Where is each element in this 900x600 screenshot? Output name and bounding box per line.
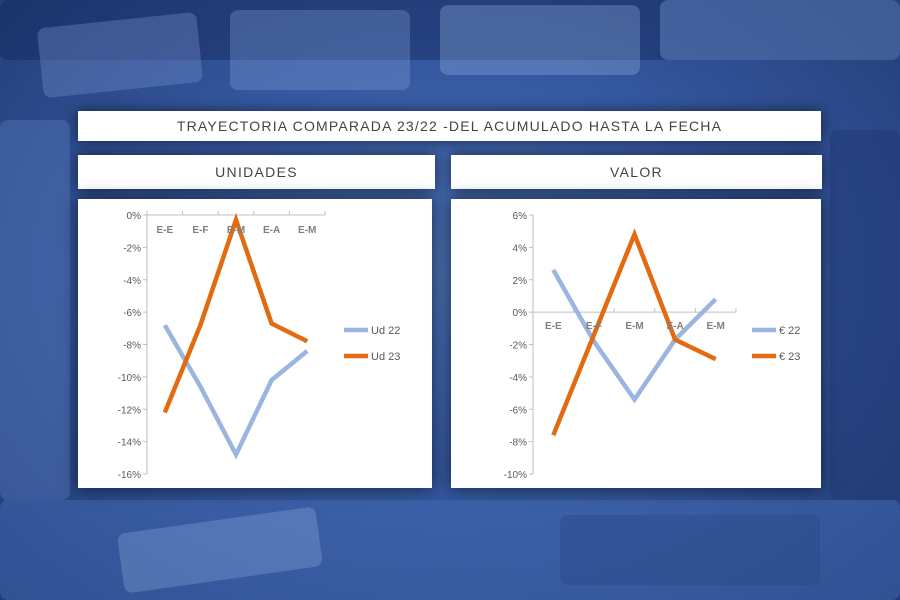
x-tick-label: E-M [625,321,643,332]
x-tick-label: E-F [192,225,208,236]
x-tick-label: E-M [227,225,245,236]
y-tick-label: -14% [118,438,141,449]
chart-valor: 6% 4% 2% 0% -2% -4% -6% -8% -10% E-E E-F E-M E-A E-M €… [504,211,801,481]
y-tick-label: 4% [513,243,528,254]
series-line-23 [162,212,309,414]
y-tick-label: -12% [118,405,141,416]
chart-header-valor: VALOR [451,155,822,189]
y-tick-label: -4% [509,373,527,384]
y-tick-label: 6% [513,211,528,222]
x-tick-label: E-E [156,225,173,236]
chart-panel-valor: 6% 4% 2% 0% -2% -4% -6% -8% -10% E-E E-F E-M E-A E-M €… [451,199,821,488]
page-title: TRAYECTORIA COMPARADA 23/22 -DEL ACUMULA… [78,111,821,141]
x-tick-label: E-E [545,321,562,332]
x-tick-label: E-M [298,225,316,236]
y-tick-label: -4% [123,276,141,287]
chart-unidades: 0% -2% -4% -6% -8% -10% -12% -14% -16% E-E E-F E-M E… [118,211,400,481]
y-tick-label: -8% [509,438,527,449]
series-line-22 [162,323,309,460]
y-tick-label: -6% [509,405,527,416]
x-tick-label: E-M [707,321,725,332]
legend-label: € 23 [779,351,800,363]
y-tick-label: -2% [123,243,141,254]
y-tick-label: -8% [123,341,141,352]
y-tick-label: -10% [118,373,141,384]
x-tick-label: E-F [586,321,602,332]
y-tick-label: 2% [513,276,528,287]
y-tick-label: -2% [509,341,527,352]
legend-label: Ud 23 [371,351,400,363]
legend-label: Ud 22 [371,325,400,337]
series-line-23 [551,228,717,437]
x-tick-label: E-A [263,225,280,236]
y-tick-label: 0% [513,308,528,319]
chart-panel-unidades: 0% -2% -4% -6% -8% -10% -12% -14% -16% E-E E-F E-M E… [78,199,432,488]
y-tick-label: 0% [127,211,142,222]
y-tick-label: -6% [123,308,141,319]
y-tick-label: -10% [504,470,527,481]
legend-label: € 22 [779,325,800,337]
x-tick-label: E-A [666,321,683,332]
y-tick-label: -16% [118,470,141,481]
chart-header-unidades: UNIDADES [78,155,435,189]
